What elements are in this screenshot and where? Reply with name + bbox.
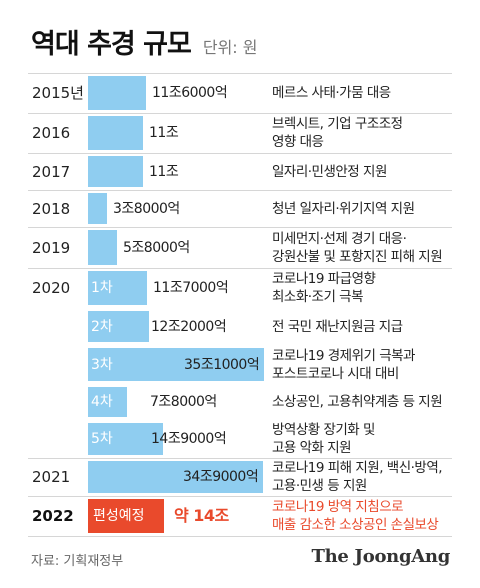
year-label: 2016 bbox=[32, 124, 71, 142]
description: 메르스 사태·가뭄 대응 bbox=[272, 84, 462, 102]
description: 코로나19 피해 지원, 백신·방역, 고용·민생 등 지원 bbox=[272, 459, 462, 495]
round-label: 2차 bbox=[91, 318, 113, 335]
divider-line bbox=[28, 458, 452, 459]
description-line: 고용 악화 지원 bbox=[272, 440, 352, 456]
bar bbox=[88, 499, 164, 533]
bar bbox=[88, 348, 264, 381]
value-label: 35조1000억 bbox=[184, 356, 260, 373]
value-label: 7조8000억 bbox=[150, 394, 217, 410]
divider-line bbox=[28, 227, 452, 228]
year-label: 2019 bbox=[32, 238, 71, 257]
year-label: 2017 bbox=[32, 162, 71, 181]
year-label: 2021 bbox=[32, 468, 71, 486]
description-line: 메르스 사태·가뭄 대응 bbox=[272, 85, 391, 101]
description-line: 강원산불 및 포항지진 피해 지원 bbox=[272, 248, 443, 265]
value-label: 5조8000억 bbox=[123, 239, 190, 256]
value-label: 12조2000억 bbox=[151, 318, 227, 335]
round-label: 3차 bbox=[91, 356, 113, 373]
bar bbox=[88, 271, 147, 305]
bar bbox=[88, 116, 143, 150]
description-line: 미세먼지·선제 경기 대응· bbox=[272, 230, 407, 247]
value-label: 14조9000억 bbox=[151, 431, 227, 447]
value-label: 11조7000억 bbox=[153, 280, 229, 296]
bar bbox=[88, 311, 149, 342]
description: 소상공인, 고용취약계층 등 지원 bbox=[272, 393, 462, 411]
chart-title: 역대 추경 규모 bbox=[31, 29, 192, 60]
bar bbox=[88, 461, 263, 493]
round-label: 5차 bbox=[91, 431, 113, 447]
description-line: 코로나19 경제위기 극복과 bbox=[272, 347, 415, 364]
value-label: 11조6000억 bbox=[152, 85, 228, 101]
description: 일자리·민생안정 지원 bbox=[272, 163, 462, 181]
bar bbox=[88, 387, 127, 417]
bar bbox=[88, 193, 107, 224]
description-line: 방역상황 장기화 및 bbox=[272, 422, 375, 438]
description-line: 코로나19 피해 지원, 백신·방역, bbox=[272, 460, 443, 476]
description-line: 전 국민 재난지원금 지급 bbox=[272, 318, 403, 335]
brand-logo: The JoongAng bbox=[311, 546, 451, 567]
description-line: 매출 감소한 소상공인 손실보상 bbox=[272, 517, 439, 533]
unit-label: 단위: 원 bbox=[202, 38, 258, 57]
divider-line bbox=[28, 496, 452, 497]
value-label: 11조 bbox=[149, 125, 179, 141]
description: 미세먼지·선제 경기 대응· 강원산불 및 포항지진 피해 지원 bbox=[272, 230, 462, 266]
year-label: 2022 bbox=[32, 507, 74, 525]
value-label: 11조 bbox=[149, 163, 179, 180]
description-line: 청년 일자리·위기지역 지원 bbox=[272, 200, 415, 217]
bar bbox=[88, 156, 143, 187]
divider-line bbox=[28, 190, 452, 191]
round-label: 4차 bbox=[91, 394, 113, 410]
bar bbox=[88, 423, 163, 455]
round-label: 편성예정 bbox=[93, 508, 145, 524]
year-label: 2020 bbox=[32, 279, 71, 297]
description-line: 최소화·조기 극복 bbox=[272, 289, 364, 305]
description-line: 소상공인, 고용취약계층 등 지원 bbox=[272, 394, 443, 410]
value-label: 34조9000억 bbox=[183, 469, 259, 485]
description-line: 코로나19 파급영향 bbox=[272, 271, 376, 287]
chart-header: 역대 추경 규모 단위: 원 bbox=[31, 22, 257, 62]
description: 청년 일자리·위기지역 지원 bbox=[272, 200, 462, 218]
description-line: 고용·민생 등 지원 bbox=[272, 478, 367, 494]
description-line: 영향 대응 bbox=[272, 134, 324, 150]
year-label: 2015년 bbox=[32, 84, 84, 102]
divider-line bbox=[28, 113, 452, 114]
bar bbox=[88, 76, 146, 110]
description-line: 브렉시트, 기업 구조조정 bbox=[272, 116, 403, 132]
description-line: 포스트코로나 시대 대비 bbox=[272, 365, 399, 382]
divider-line bbox=[28, 73, 452, 74]
divider-line bbox=[28, 268, 452, 269]
description: 전 국민 재난지원금 지급 bbox=[272, 318, 462, 336]
value-label: 3조8000억 bbox=[113, 200, 180, 217]
description-line: 코로나19 방역 지침으로 bbox=[272, 499, 404, 515]
year-label: 2018 bbox=[32, 199, 71, 218]
divider-line bbox=[28, 536, 452, 537]
value-label: 약 14조 bbox=[174, 506, 229, 525]
round-label: 1차 bbox=[91, 280, 113, 296]
bar bbox=[88, 230, 117, 265]
description: 코로나19 경제위기 극복과 포스트코로나 시대 대비 bbox=[272, 347, 462, 383]
source-label: 자료: 기획재정부 bbox=[31, 554, 124, 569]
description-line: 일자리·민생안정 지원 bbox=[272, 163, 387, 180]
divider-line bbox=[28, 153, 452, 154]
